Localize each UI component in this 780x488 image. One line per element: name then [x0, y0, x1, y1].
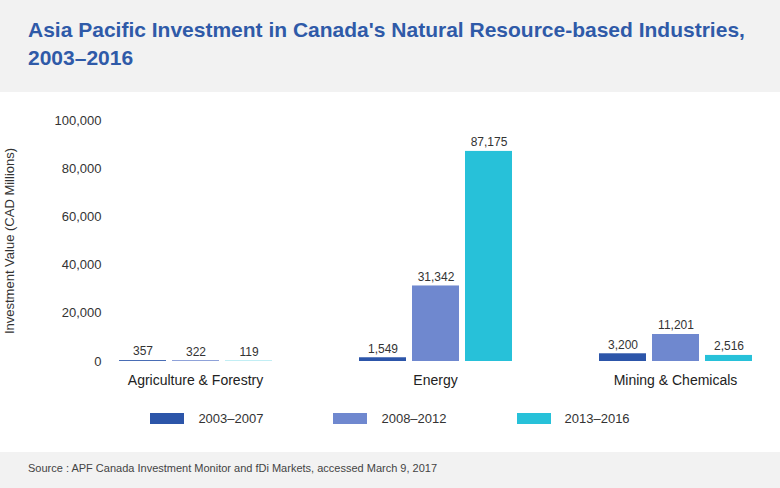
svg-text:31,342: 31,342	[418, 270, 455, 284]
svg-text:1,549: 1,549	[368, 342, 398, 356]
svg-text:3,200: 3,200	[608, 338, 638, 352]
html-text:2013–2016: 2013–2016	[564, 410, 630, 426]
svg-text:20,000: 20,000	[62, 305, 102, 320]
html-text:2008–2012: 2008–2012	[381, 410, 447, 426]
svg-text:357: 357	[133, 344, 153, 358]
html-text:2003–2007: 2003–2007	[198, 410, 264, 426]
svg-text:Mining & Chemicals: Mining & Chemicals	[614, 372, 738, 388]
html-text:Asia Pacific Investment in Can: Asia Pacific Investment in Canada's Natu…	[28, 18, 745, 69]
svg-text:87,175: 87,175	[471, 135, 508, 149]
svg-text:0: 0	[94, 354, 101, 369]
svg-text:119: 119	[239, 345, 258, 359]
svg-text:322: 322	[186, 345, 206, 359]
html-text:Source : APF Canada Investment: Source : APF Canada Investment Monitor a…	[28, 462, 437, 474]
svg-text:Energy: Energy	[413, 372, 457, 388]
svg-text:60,000: 60,000	[62, 209, 102, 224]
svg-text:100,000: 100,000	[55, 113, 102, 128]
svg-text:80,000: 80,000	[62, 161, 102, 176]
svg-text:11,201: 11,201	[658, 318, 694, 332]
svg-text:2,516: 2,516	[714, 339, 744, 353]
svg-text:40,000: 40,000	[62, 257, 102, 272]
svg-text:Agriculture & Forestry: Agriculture & Forestry	[128, 372, 263, 388]
svg-text:Investment Value (CAD Millions: Investment Value (CAD Millions)	[2, 148, 17, 334]
